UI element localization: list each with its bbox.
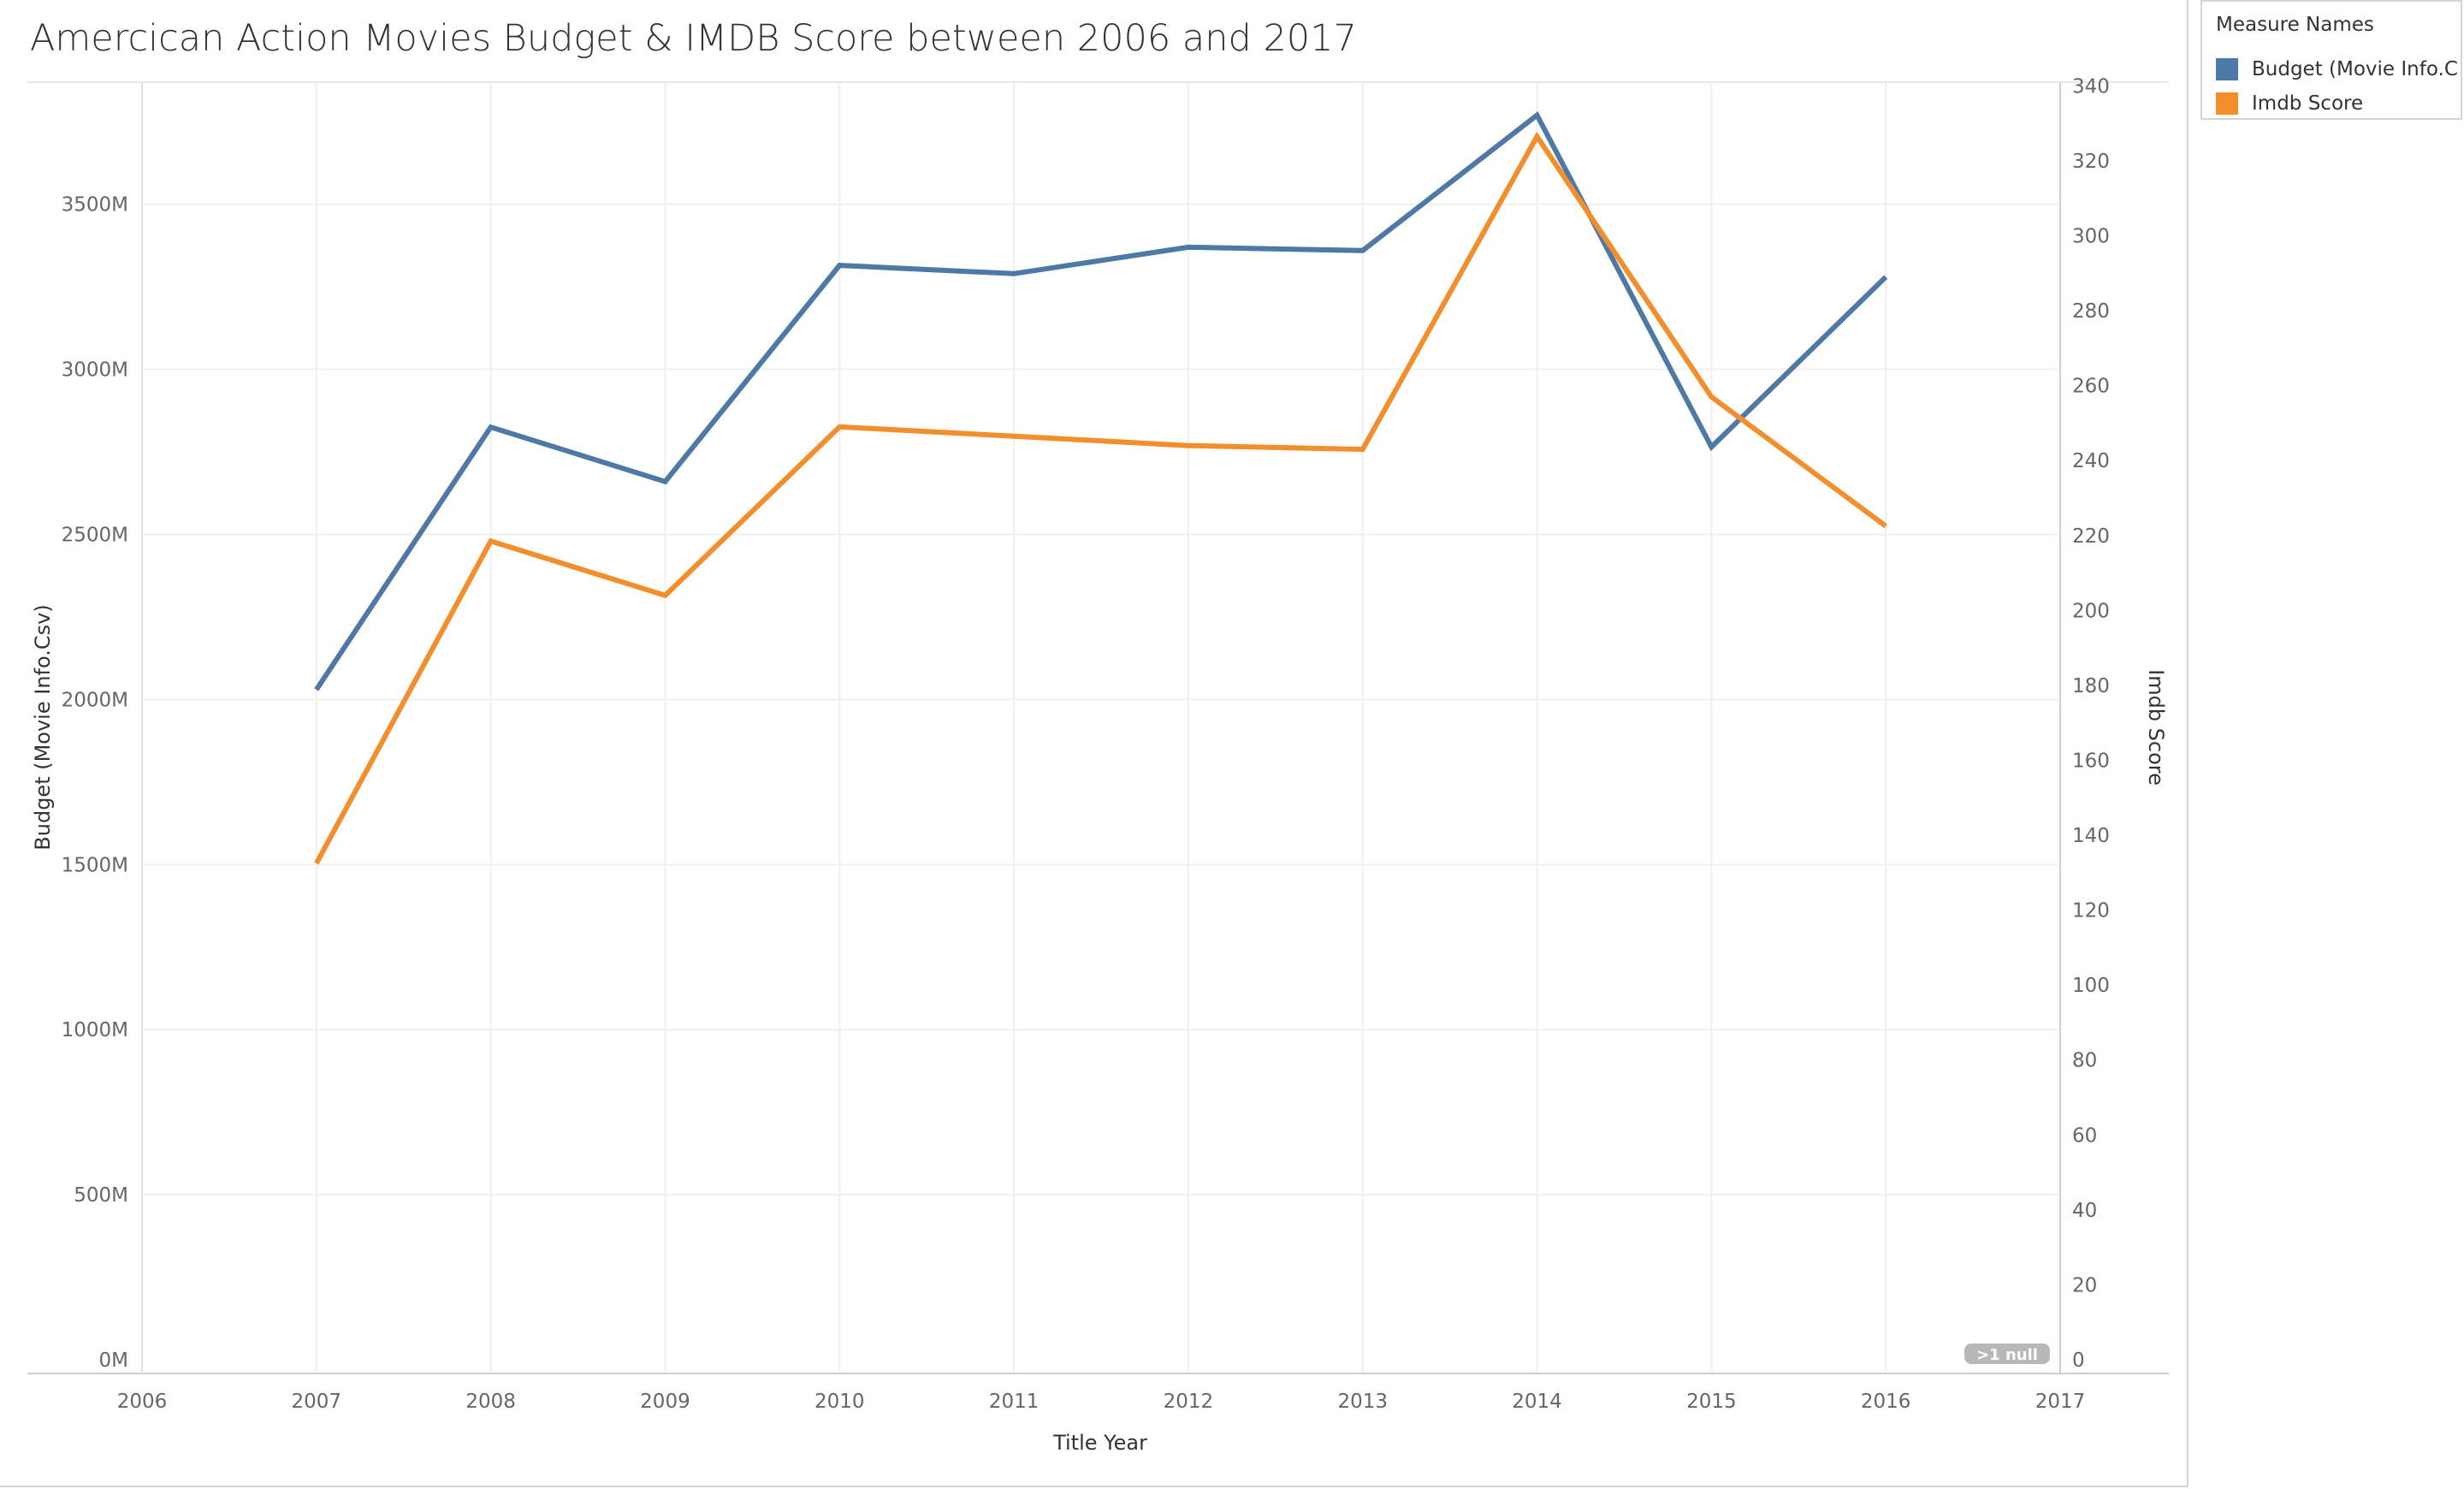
y2-tick-label: 320 — [2072, 151, 2110, 173]
imdb-score-point-2009[interactable] — [656, 587, 673, 604]
legend-title: Measure Names — [2216, 14, 2374, 36]
imdb-score-point-2011[interactable] — [1005, 428, 1022, 445]
legend-item-budget[interactable]: Budget (Movie Info.C.. — [2216, 56, 2459, 84]
y-axis-label: Budget (Movie Info.Csv) — [31, 604, 55, 850]
null-indicator-pill[interactable] — [1964, 1344, 2050, 1364]
budget-point-2010[interactable] — [831, 257, 848, 274]
y2-tick-label: 220 — [2072, 525, 2110, 548]
axes — [27, 81, 2169, 1374]
imdb-score-point-2008[interactable] — [483, 532, 500, 549]
x-tick-label: 2008 — [465, 1391, 516, 1413]
y2-tick-label: 140 — [2072, 825, 2110, 847]
y-tick-label: 3500M — [62, 194, 128, 217]
y2-tick-label: 300 — [2072, 226, 2110, 248]
budget-point-2011[interactable] — [1005, 265, 1022, 282]
y-tick-label: 500M — [74, 1184, 128, 1207]
legend-label-budget: Budget (Movie Info.C.. — [2252, 58, 2459, 80]
null-indicator[interactable]: >1 null — [1964, 1344, 2050, 1364]
x-tick-label: 2007 — [292, 1391, 342, 1413]
imdb-score-point-2010[interactable] — [831, 418, 848, 436]
imdb-score-point-2014[interactable] — [1529, 128, 1546, 145]
imdb-score-point-2013[interactable] — [1354, 441, 1371, 458]
y2-tick-label: 260 — [2072, 376, 2110, 398]
legend-swatch-budget — [2216, 58, 2238, 80]
x-tick-label: 2017 — [2035, 1391, 2086, 1413]
budget-point-2016[interactable] — [1877, 269, 1894, 286]
gridlines — [141, 82, 2061, 1373]
x-tick-label: 2011 — [989, 1391, 1040, 1413]
budget-point-2014[interactable] — [1529, 107, 1546, 124]
chart-frame — [0, 0, 2189, 1487]
y2-tick-label: 120 — [2072, 900, 2110, 922]
y2-tick-label: 340 — [2072, 75, 2110, 98]
chart-title: Amercican Action Movies Budget & IMDB Sc… — [30, 17, 1357, 60]
legend: Measure Names Budget (Movie Info.C.. Imd… — [2200, 0, 2462, 120]
x-tick-label: 2016 — [1861, 1391, 1911, 1413]
y2-tick-label: 80 — [2072, 1050, 2097, 1072]
y2-tick-label: 160 — [2072, 750, 2110, 772]
legend-label-imdb: Imdb Score — [2252, 92, 2364, 115]
imdb-score-point-2007[interactable] — [308, 855, 325, 872]
budget-point-2013[interactable] — [1354, 242, 1371, 259]
x-tick-label: 2009 — [640, 1391, 690, 1413]
x-tick-label: 2014 — [1512, 1391, 1562, 1413]
imdb-score-point-2012[interactable] — [1180, 437, 1197, 454]
tick-labels: 2006 2007 2008 2009 2010 2011 2012 2013 2014 2015… — [62, 75, 2110, 1413]
y-tick-label: 2500M — [62, 525, 128, 547]
imdb-score-point-2015[interactable] — [1703, 389, 1720, 406]
budget-point-2009[interactable] — [656, 473, 673, 490]
x-tick-label: 2015 — [1686, 1391, 1737, 1413]
legend-swatch-imdb — [2216, 92, 2238, 115]
y2-tick-label: 180 — [2072, 675, 2110, 697]
y-tick-label: 3000M — [62, 359, 128, 382]
y2-tick-label: 200 — [2072, 600, 2110, 622]
y-tick-label: 2000M — [62, 689, 128, 711]
budget-point-2012[interactable] — [1180, 239, 1197, 256]
line-chart: 2006 2007 2008 2009 2010 2011 2012 2013 2014 2015… — [27, 75, 2169, 1455]
x-tick-label: 2012 — [1164, 1391, 1214, 1413]
null-indicator-label[interactable]: >1 null — [1976, 1346, 2038, 1364]
y2-tick-label: 280 — [2072, 300, 2110, 323]
y2-tick-label: 40 — [2072, 1200, 2097, 1222]
imdb-score-series-line[interactable] — [314, 131, 1887, 865]
series-lines — [308, 107, 1894, 872]
x-tick-label: 2006 — [117, 1391, 168, 1413]
budget-point-2008[interactable] — [483, 418, 500, 436]
imdb-score-point-2016[interactable] — [1877, 518, 1894, 535]
y-tick-label: 1500M — [62, 854, 128, 876]
budget-point-2015[interactable] — [1703, 438, 1720, 455]
y2-tick-label: 100 — [2072, 975, 2110, 997]
y2-tick-label: 240 — [2072, 450, 2110, 472]
x-tick-label: 2010 — [814, 1391, 865, 1413]
y-tick-label: 1000M — [62, 1019, 128, 1041]
y2-axis-label: Imdb Score — [2144, 669, 2168, 786]
budget-point-2007[interactable] — [308, 681, 325, 698]
x-tick-label: 2013 — [1337, 1391, 1388, 1413]
y-tick-label: 0M — [99, 1350, 128, 1372]
y2-tick-label: 0 — [2072, 1350, 2085, 1372]
y2-tick-label: 60 — [2072, 1124, 2097, 1147]
legend-item-imdb[interactable]: Imdb Score — [2216, 91, 2459, 118]
y2-tick-label: 20 — [2072, 1274, 2097, 1296]
budget-series-line[interactable] — [314, 111, 1888, 691]
x-axis-label: Title Year — [1052, 1431, 1147, 1455]
